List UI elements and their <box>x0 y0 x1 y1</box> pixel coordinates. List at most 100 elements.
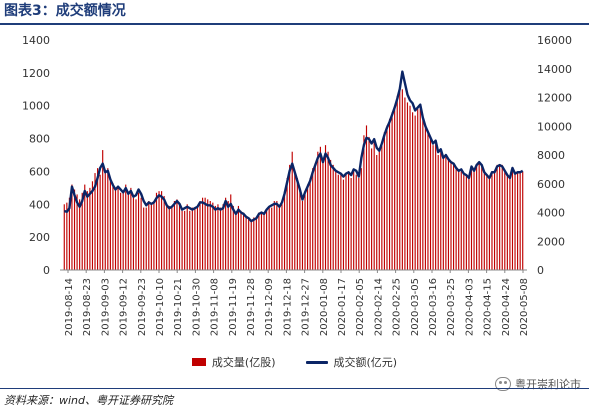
volume-bar <box>445 155 447 270</box>
volume-bar <box>171 207 173 270</box>
volume-bar <box>263 214 265 270</box>
volume-bar <box>217 204 219 270</box>
volume-bar <box>501 164 503 270</box>
volume-bar <box>517 171 519 270</box>
y-left-tick-label: 800 <box>29 133 50 146</box>
volume-bar <box>294 171 296 270</box>
volume-bar <box>360 168 362 270</box>
volume-bar <box>386 125 388 271</box>
volume-bar <box>260 212 263 270</box>
volume-bar <box>63 204 65 270</box>
volume-bar <box>473 171 475 270</box>
volume-bar <box>207 199 209 270</box>
volume-bar <box>376 155 378 270</box>
volume-bar <box>276 201 278 270</box>
volume-bar <box>368 136 370 270</box>
volume-bar <box>317 151 319 270</box>
volume-bar <box>319 146 321 270</box>
volume-bar <box>381 141 383 270</box>
volume-bar <box>191 207 193 270</box>
volume-bar <box>219 207 222 270</box>
volume-bar <box>230 194 232 270</box>
volume-bar <box>225 197 227 270</box>
x-tick-label: 2019-11-08 <box>210 278 221 336</box>
volume-bar <box>286 178 288 270</box>
y-right-tick-label: 2000 <box>537 235 565 248</box>
legend-swatch-line <box>305 360 328 364</box>
volume-bar <box>414 115 416 270</box>
volume-bar <box>248 219 250 270</box>
volume-bar <box>496 164 498 270</box>
volume-bar <box>486 174 488 270</box>
x-tick-label: 2019-08-14 <box>64 278 75 336</box>
volume-bar <box>102 150 104 270</box>
volume-bar <box>237 205 240 270</box>
y-right-tick-label: 4000 <box>537 207 565 220</box>
volume-bar <box>271 207 273 270</box>
legend-label-turnover: 成交额(亿元) <box>333 356 398 369</box>
volume-bar <box>422 118 424 270</box>
volume-bar <box>429 138 432 270</box>
volume-bar <box>104 169 106 270</box>
volume-bar <box>314 163 316 270</box>
volume-bar <box>509 178 511 270</box>
volume-bar <box>435 141 437 270</box>
volume-bar <box>161 191 163 270</box>
volume-bar <box>130 187 132 270</box>
turnover-line <box>63 70 524 223</box>
volume-bar <box>214 205 216 270</box>
volume-bar <box>253 217 255 270</box>
volume-bar <box>176 199 178 270</box>
volume-bar <box>399 86 401 270</box>
volume-turnover-chart: 0200400600800100012001400020004000600080… <box>22 34 572 336</box>
volume-bar <box>212 202 214 270</box>
volume-bar <box>222 204 224 270</box>
x-tick-label: 2020-05-08 <box>519 278 530 336</box>
volume-bar <box>332 164 334 270</box>
y-left-tick-label: 1000 <box>22 100 50 113</box>
chart-legend: 成交量(亿股) 成交额(亿元) <box>0 352 589 372</box>
volume-bar <box>173 201 175 270</box>
volume-bar <box>194 209 196 270</box>
x-tick-label: 2019-11-28 <box>246 278 257 336</box>
volume-bar <box>91 181 94 270</box>
volume-bar <box>350 178 352 270</box>
y-right-tick-label: 8000 <box>537 149 565 162</box>
volume-bar <box>404 97 406 270</box>
volume-bar <box>394 105 396 271</box>
volume-bar <box>150 202 152 270</box>
volume-bar <box>299 187 301 270</box>
volume-bar <box>199 201 201 270</box>
volume-bar <box>324 145 327 270</box>
volume-bar <box>470 168 473 270</box>
x-tick-label: 2019-10-30 <box>191 278 202 336</box>
volume-bar <box>107 168 109 270</box>
volume-bar <box>81 192 83 270</box>
volume-bar <box>202 197 204 270</box>
volume-bar <box>419 105 421 271</box>
volume-bar <box>391 112 393 270</box>
x-tick-label: 2019-12-27 <box>301 278 312 336</box>
volume-bar <box>335 171 337 270</box>
source-note: 资料来源：wind、粤开证券研究院 <box>4 394 174 407</box>
volume-bar <box>388 118 391 270</box>
volume-bar <box>304 194 306 270</box>
y-right-tick-label: 0 <box>537 264 544 277</box>
volume-bar <box>289 164 291 270</box>
volume-bar <box>476 164 478 270</box>
x-tick-label: 2020-01-08 <box>319 278 330 336</box>
volume-bar <box>450 161 452 270</box>
y-right-tick-label: 10000 <box>537 120 572 133</box>
y-right-tick-label: 16000 <box>537 34 572 47</box>
y-left-tick-label: 600 <box>29 165 50 178</box>
volume-bar <box>427 132 429 270</box>
legend-swatch-bar <box>191 358 206 366</box>
x-tick-label: 2020-04-24 <box>501 278 512 336</box>
volume-bar <box>358 178 360 270</box>
y-right-tick-label: 14000 <box>537 63 572 76</box>
volume-bar <box>163 196 165 270</box>
volume-bar <box>401 89 403 270</box>
volume-bar <box>273 201 275 270</box>
volume-bar <box>522 171 524 270</box>
volume-bar <box>258 212 260 270</box>
